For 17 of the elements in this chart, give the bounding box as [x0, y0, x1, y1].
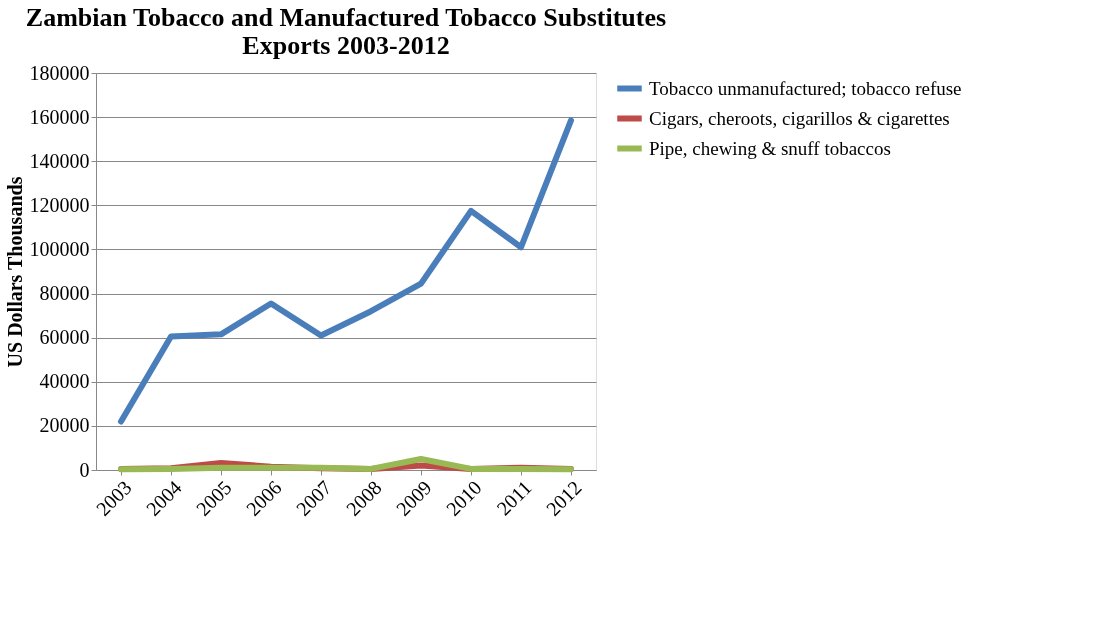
legend-label: Pipe, chewing & snuff tobaccos	[649, 137, 891, 159]
y-tick-label: 20000	[39, 414, 90, 437]
y-tick-label: 160000	[29, 105, 90, 128]
y-tick-label: 100000	[29, 237, 90, 260]
y-tick-label: 140000	[29, 149, 90, 172]
text: Exports 2003-2012	[242, 31, 450, 60]
y-tick-label: 120000	[29, 193, 90, 216]
y-axis-title: US Dollars Thousands	[3, 176, 26, 368]
legend-label: Tobacco unmanufactured; tobacco refuse	[649, 77, 962, 99]
y-tick-label: 180000	[29, 61, 90, 84]
y-tick-label: 0	[79, 458, 90, 481]
legend-label: Cigars, cheroots, cigarillos & cigarettes	[649, 107, 950, 129]
text: Zambian Tobacco and Manufactured Tobacco Substitutes	[25, 3, 667, 32]
x-tick-label: 2011	[492, 476, 536, 520]
y-tick-label: 40000	[39, 370, 90, 393]
y-tick-label: 80000	[39, 282, 90, 305]
y-tick-label: 60000	[39, 326, 90, 349]
